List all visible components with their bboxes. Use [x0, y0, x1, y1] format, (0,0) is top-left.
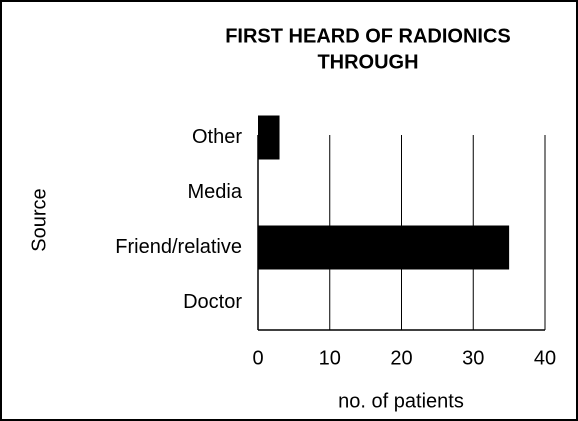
x-axis-label: no. of patients	[338, 390, 464, 412]
chart-title: FIRST HEARD OF RADIONICS	[225, 25, 511, 47]
bar	[258, 225, 510, 270]
y-tick-label: Other	[192, 126, 242, 148]
y-axis-label: Source	[28, 188, 50, 251]
chart-title: THROUGH	[317, 51, 418, 73]
bar	[258, 115, 280, 160]
x-tick-label: 40	[534, 347, 556, 369]
x-tick-label: 30	[462, 347, 484, 369]
x-tick-label: 0	[252, 347, 263, 369]
y-tick-label: Doctor	[183, 291, 242, 313]
x-tick-label: 20	[390, 347, 412, 369]
y-tick-label: Media	[188, 181, 243, 203]
x-tick-label: 10	[319, 347, 341, 369]
y-tick-label: Friend/relative	[115, 236, 242, 258]
